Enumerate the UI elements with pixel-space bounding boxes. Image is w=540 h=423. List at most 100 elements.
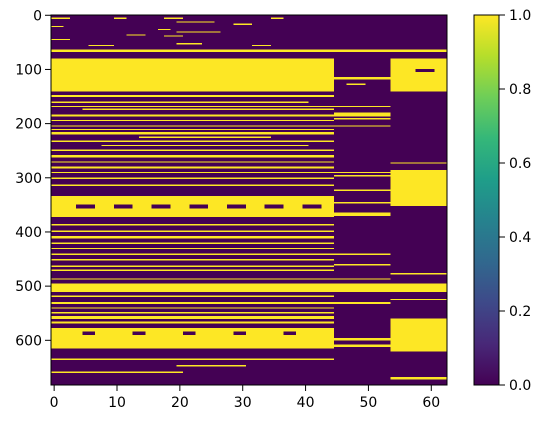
x-tick-label: 0 [50,395,59,411]
x-tick-label: 60 [422,395,440,411]
heatmap-band [51,17,70,19]
heatmap-gap [151,204,171,209]
colorbar-tick-label: 0.2 [509,304,531,320]
heatmap-band [51,328,334,349]
heatmap-band [51,283,447,292]
heatmap-band [51,25,64,27]
plot-area-frame [50,14,448,386]
y-tick-label: 400 [15,225,42,241]
heatmap-band [333,189,391,192]
heatmap-band [51,358,334,361]
colorbar-frame [473,14,500,386]
colorbar-tick-label: 0.0 [509,378,531,394]
heatmap-band [333,212,391,216]
heatmap-band [252,44,271,46]
heatmap-gap [82,331,95,336]
heatmap-band [51,230,334,233]
heatmap-gap [415,69,435,72]
heatmap-band [390,169,447,207]
heatmap-band [51,278,391,280]
heatmap-band [51,321,334,324]
heatmap-band [176,21,215,23]
heatmap-band [333,344,391,348]
heatmap-band [51,125,391,127]
heatmap-band [51,106,391,108]
heatmap-band [333,112,391,117]
heatmap-band [333,76,391,80]
x-axis: 0 10 20 30 40 50 60 [50,385,440,411]
heatmap-gap [302,204,322,209]
y-tick-label: 100 [15,62,42,78]
heatmap-band [51,95,334,97]
heatmap-band [51,371,183,374]
colorbar [474,15,499,385]
y-tick-label: 500 [15,279,42,295]
heatmap-band [51,236,334,239]
heatmap-band [333,337,391,341]
heatmap-band [390,298,447,300]
heatmap-band [157,29,171,31]
heatmap-gap [264,204,284,209]
heatmap-band [51,224,334,226]
x-tick-label: 30 [234,395,252,411]
heatmap-band [139,136,271,138]
heatmap-band [333,174,391,177]
heatmap-band [346,83,366,85]
heatmap-band [164,35,183,37]
colorbar-tick-label: 1.0 [509,8,531,24]
heatmap-band [51,184,334,187]
heatmap-band [51,316,334,319]
heatmap-band [233,23,253,25]
heatmap-band [51,120,334,122]
x-tick-label: 20 [171,395,189,411]
heatmap-band [176,43,202,45]
heatmap-gap [233,331,246,336]
heatmap-band [333,201,391,204]
heatmap-band [51,307,334,309]
heatmap-gap [189,204,209,209]
heatmap-band [82,108,334,110]
heatmap-band [390,272,447,275]
heatmap-band [164,17,183,19]
heatmap-band [176,364,246,367]
heatmap-gap [283,331,297,336]
heatmap-band [390,376,447,380]
heatmap-gap [113,204,133,209]
heatmap-band [333,264,391,266]
heatmap-band [51,149,334,151]
heatmap-band [51,258,334,261]
heatmap-band [51,140,334,142]
heatmap-band [51,242,334,245]
heatmap-cells [51,15,447,385]
heatmap-band [51,295,334,298]
colorbar-tick-label: 0.8 [509,82,531,98]
heatmap-band [51,114,334,117]
heatmap-band [51,172,391,174]
y-tick-label: 200 [15,117,42,133]
heatmap-band [271,17,284,19]
heatmap-band [101,145,309,147]
heatmap-band [113,17,127,19]
heatmap-gap [132,331,146,336]
heatmap-band [51,302,391,304]
heatmap-band [390,318,447,352]
heatmap-band [51,38,70,40]
x-tick-label: 10 [108,395,126,411]
heatmap-band [51,58,334,92]
heatmap-band [333,117,391,120]
heatmap-band [88,44,114,46]
y-axis: 0 100 200 300 400 500 600 [15,8,51,349]
heatmap-band [51,253,391,255]
heatmap-band [51,269,334,272]
heatmap-band [51,128,334,130]
heatmap-band [390,162,447,164]
colorbar-tick-label: 0.4 [509,230,531,246]
y-tick-label: 300 [15,171,42,187]
heatmap-gap [227,204,246,209]
x-tick-label: 40 [297,395,315,411]
heatmap-gap [183,331,196,336]
x-tick-label: 50 [360,395,378,411]
heatmap-band [51,265,334,267]
y-tick-label: 0 [33,8,42,24]
